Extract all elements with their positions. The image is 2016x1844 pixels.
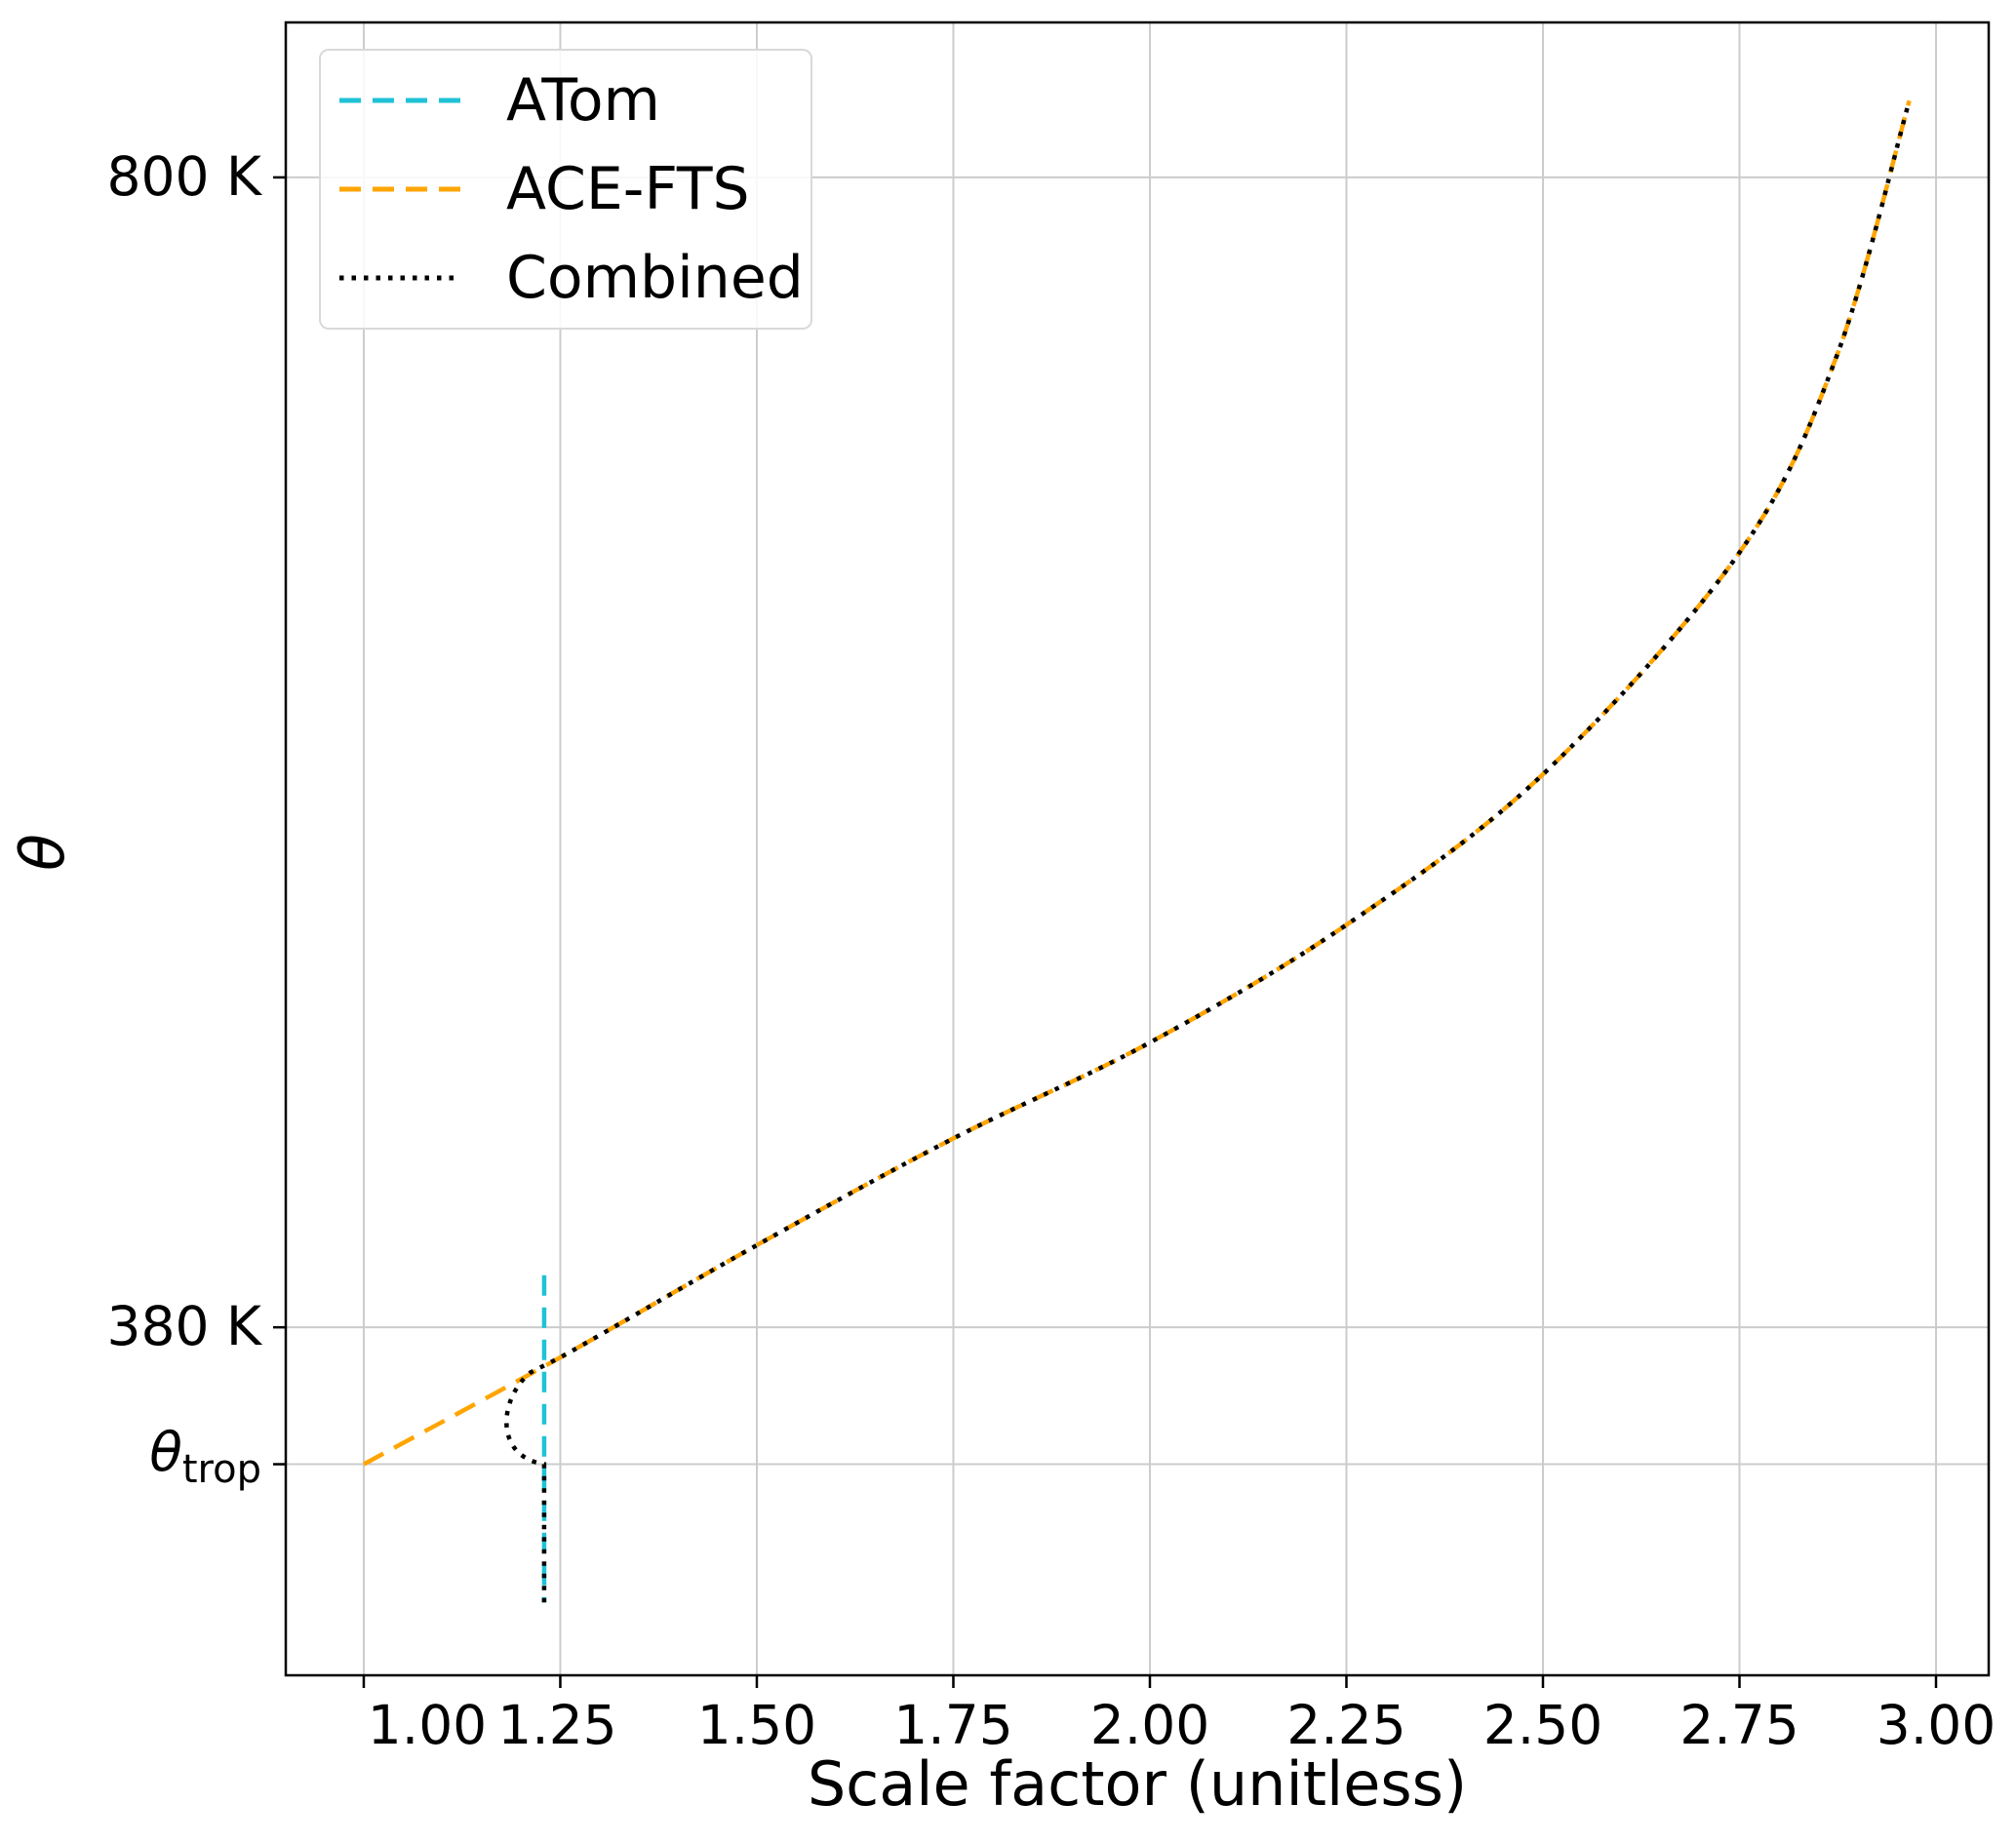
atom-line-swatch xyxy=(339,98,461,103)
theta-symbol: θ xyxy=(7,834,78,871)
y-tick-label: 800 K xyxy=(106,144,261,208)
x-tick-label: 1.50 xyxy=(696,1694,817,1756)
x-tick-label: 1.25 xyxy=(497,1694,617,1756)
x-tick-label: 1.75 xyxy=(893,1694,1013,1756)
x-tick-label: 1.00 xyxy=(367,1694,488,1756)
legend-item-atom: ATom xyxy=(321,58,810,143)
legend-label-combined: Combined xyxy=(506,243,804,312)
plot-border xyxy=(284,20,1991,1677)
ace-fts-line-swatch xyxy=(339,186,461,192)
combined-line-swatch xyxy=(339,275,461,281)
legend-label-ace-fts: ACE-FTS xyxy=(506,154,750,223)
x-tick-label: 2.75 xyxy=(1680,1694,1799,1756)
x-tick-label: 2.25 xyxy=(1286,1694,1406,1756)
legend-item-ace-fts: ACE-FTS xyxy=(321,146,810,232)
y-tick-label: θtrop xyxy=(149,1420,261,1492)
x-tick-label: 3.00 xyxy=(1876,1694,1996,1756)
legend-label-atom: ATom xyxy=(506,66,660,136)
x-axis-label: Scale factor (unitless) xyxy=(807,1748,1468,1820)
x-tick-label: 2.50 xyxy=(1482,1694,1603,1756)
combined-line xyxy=(504,99,1912,1603)
y-axis-label: θ xyxy=(7,784,78,921)
y-tick-label: 380 K xyxy=(106,1295,261,1358)
legend-item-combined: Combined xyxy=(321,235,810,321)
x-tick-label: 2.00 xyxy=(1089,1694,1210,1756)
legend: ATom ACE-FTS Combined xyxy=(319,49,812,330)
